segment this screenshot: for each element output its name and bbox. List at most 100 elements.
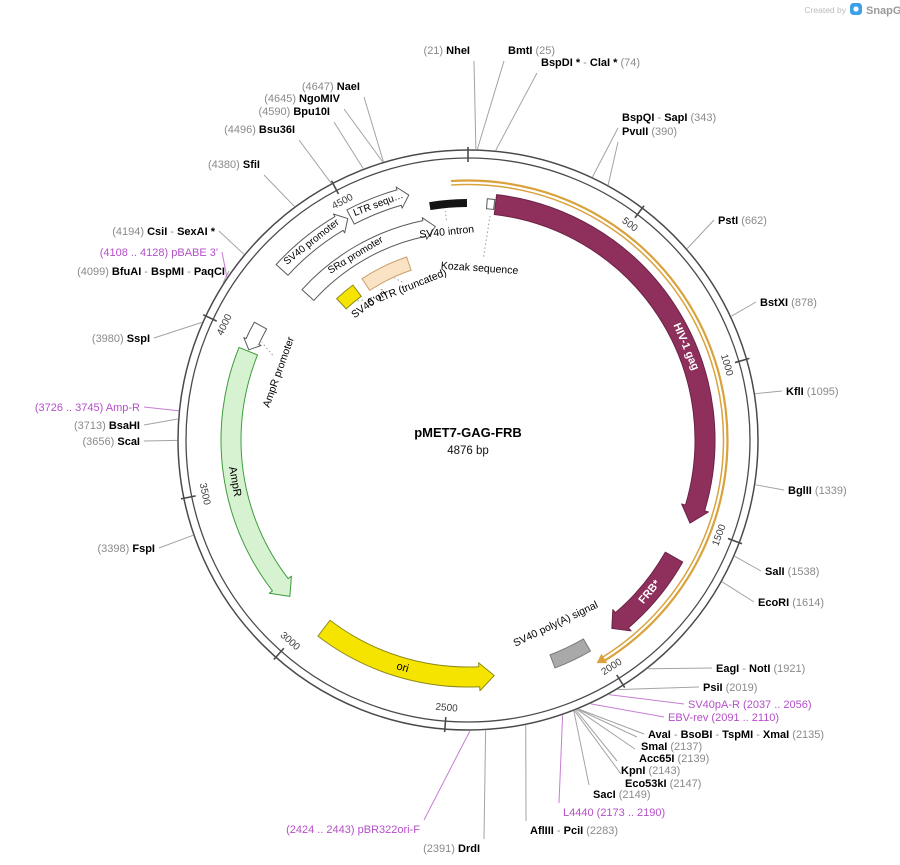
site-label-ecori[interactable]: EcoRI (1614) bbox=[758, 597, 824, 609]
feature-label-kozak-sequence[interactable]: Kozak sequence bbox=[440, 260, 518, 277]
site-label-csii-sexai[interactable]: (4194) CsiI - SexAI * bbox=[112, 226, 215, 238]
site-label-sfii[interactable]: (4380) SfiI bbox=[208, 159, 260, 171]
site-label-sali[interactable]: SalI (1538) bbox=[765, 566, 819, 578]
site-label-bmti[interactable]: BmtI (25) bbox=[508, 45, 555, 57]
feature-transcript-line-outer[interactable] bbox=[450, 179, 729, 662]
site-label-bsu36i[interactable]: (4496) Bsu36I bbox=[224, 124, 295, 136]
feature-transcript-arrowhead[interactable] bbox=[596, 653, 608, 664]
site-leader-acc65i bbox=[577, 709, 636, 750]
feature-label-sv40-promoter[interactable]: SV40 promoter bbox=[282, 217, 342, 268]
feature-ltr-sequence[interactable] bbox=[346, 186, 410, 225]
tick-2500 bbox=[443, 717, 447, 733]
site-label-pvuii[interactable]: PvuII (390) bbox=[622, 126, 677, 138]
site-leader-sv40pa-r bbox=[608, 694, 685, 705]
site-leader-bsahi bbox=[143, 418, 178, 426]
plasmid-ring-outer bbox=[177, 149, 759, 731]
site-label-afliii-pcii[interactable]: AflIII - PciI (2283) bbox=[530, 825, 618, 837]
tick-4500 bbox=[330, 180, 340, 195]
feature-frb[interactable] bbox=[611, 551, 684, 632]
site-leader-eco53ki bbox=[574, 710, 622, 775]
site-leader-csii-sexai bbox=[218, 230, 245, 255]
feature-5-ltr-truncated[interactable] bbox=[361, 256, 412, 292]
feature-ampr[interactable] bbox=[220, 346, 292, 597]
site-label-pbr322ori-f[interactable]: (2424 .. 2443) pBR322ori-F bbox=[286, 824, 420, 836]
plasmid-name: pMET7-GAG-FRB bbox=[414, 425, 522, 440]
feature-label-ori[interactable]: ori bbox=[395, 660, 410, 675]
site-label-bspdi-clai[interactable]: BspDI * - ClaI * (74) bbox=[541, 57, 640, 69]
site-label-bfuai-bspmi-paqci[interactable]: (4099) BfuAI - BspMI - PaqCI bbox=[77, 266, 225, 278]
site-label-saci[interactable]: SacI (2149) bbox=[593, 789, 651, 801]
site-label-l4440[interactable]: L4440 (2173 .. 2190) bbox=[563, 807, 665, 819]
site-label-acc65i[interactable]: Acc65I (2139) bbox=[639, 753, 709, 765]
feature-ampr-promoter[interactable] bbox=[243, 321, 268, 351]
site-leader-kfli bbox=[755, 390, 783, 395]
site-label-drdi[interactable]: (2391) DrdI bbox=[423, 843, 480, 855]
site-label-kfli[interactable]: KflI (1095) bbox=[786, 386, 839, 398]
site-label-sv40pa-r[interactable]: SV40pA-R (2037 .. 2056) bbox=[688, 699, 812, 711]
site-leader-bmti bbox=[476, 60, 505, 150]
site-label-bspqi-sapi[interactable]: BspQI - SapI (343) bbox=[622, 112, 716, 124]
site-label-smai[interactable]: SmaI (2137) bbox=[641, 741, 702, 753]
watermark-created-by: Created by bbox=[804, 5, 846, 15]
watermark-brand: SnapGene bbox=[866, 5, 900, 17]
site-leader-smai bbox=[577, 708, 638, 738]
tick-1500 bbox=[727, 537, 743, 545]
site-label-ebv-rev[interactable]: EBV-rev (2091 .. 2110) bbox=[668, 712, 779, 724]
site-label-sspi[interactable]: (3980) SspI bbox=[92, 333, 150, 345]
site-leader-sfii bbox=[263, 174, 295, 207]
feature-hiv-1-gag[interactable] bbox=[493, 194, 716, 524]
plasmid-length: 4876 bp bbox=[447, 445, 489, 457]
site-leader-bpu10i bbox=[333, 121, 364, 169]
feature-sv40-intron[interactable] bbox=[429, 198, 468, 211]
site-leader-kpni bbox=[575, 709, 618, 762]
feature-sv40-poly-a-signal[interactable] bbox=[549, 638, 592, 669]
site-leader-psti bbox=[686, 219, 715, 249]
site-leader-ebv-rev bbox=[590, 703, 665, 718]
site-leader-eagi-noti bbox=[647, 667, 713, 670]
site-label-bsahi[interactable]: (3713) BsaHI bbox=[74, 420, 140, 432]
site-label-kpni[interactable]: KpnI (2143) bbox=[621, 765, 680, 777]
site-label-psti[interactable]: PstI (662) bbox=[718, 215, 767, 227]
feature-sv40-promoter[interactable] bbox=[275, 213, 349, 276]
site-leader-pbr322ori-f bbox=[423, 730, 471, 821]
site-label-eagi-noti[interactable]: EagI - NotI (1921) bbox=[716, 663, 805, 675]
tick-label-4000: 4000 bbox=[215, 312, 235, 337]
site-label-bstxi[interactable]: BstXI (878) bbox=[760, 297, 817, 309]
site-leader-avai-bsobi-tspmi-xmai bbox=[578, 708, 645, 735]
site-leader-pvuii bbox=[607, 141, 619, 186]
site-label-ngomiv[interactable]: (4645) NgoMIV bbox=[264, 93, 340, 105]
site-label-scai[interactable]: (3656) ScaI bbox=[83, 436, 141, 448]
site-label-fspi[interactable]: (3398) FspI bbox=[98, 543, 155, 555]
site-label-eco53ki[interactable]: Eco53kI (2147) bbox=[625, 778, 701, 790]
site-label-naei[interactable]: (4647) NaeI bbox=[302, 81, 360, 93]
site-label-pbabe-3[interactable]: (4108 .. 4128) pBABE 3' bbox=[100, 247, 218, 259]
feature-label-ampr[interactable]: AmpR bbox=[226, 466, 243, 498]
site-leader-bspqi-sapi bbox=[592, 127, 619, 178]
site-leader-ngomiv bbox=[343, 108, 384, 163]
site-leader-psii bbox=[617, 686, 700, 691]
site-label-amp-r[interactable]: (3726 .. 3745) Amp-R bbox=[35, 402, 140, 414]
feature-sr-promoter[interactable] bbox=[301, 217, 436, 301]
site-label-bglii[interactable]: BglII (1339) bbox=[788, 485, 847, 497]
label-leader-sv40-ori bbox=[356, 299, 364, 302]
feature-label-sv40-intron[interactable]: SV40 intron bbox=[419, 223, 475, 241]
feature-ori[interactable] bbox=[317, 619, 495, 692]
tick-label-2500: 2500 bbox=[435, 702, 458, 715]
tick-500 bbox=[634, 205, 645, 219]
site-leader-fspi bbox=[158, 534, 194, 549]
site-leader-saci bbox=[573, 710, 590, 786]
feature-label-sv40-poly-a-signal[interactable]: SV40 poly(A) signal bbox=[512, 599, 600, 649]
site-label-avai-bsobi-tspmi-xmai[interactable]: AvaI - BsoBI - TspMI - XmaI (2135) bbox=[648, 729, 824, 741]
site-leader-amp-r bbox=[143, 406, 179, 412]
feature-transcript-line-inner[interactable] bbox=[451, 183, 725, 658]
feature-label-ampr-promoter[interactable]: AmpR promoter bbox=[261, 335, 297, 409]
site-label-bpu10i[interactable]: (4590) Bpu10I bbox=[258, 106, 330, 118]
site-label-nhei[interactable]: (21) NheI bbox=[424, 45, 470, 57]
tick-4000 bbox=[202, 313, 218, 322]
site-leader-scai bbox=[143, 439, 178, 442]
site-label-psii[interactable]: PsiI (2019) bbox=[703, 682, 757, 694]
feature-kozak-sequence[interactable] bbox=[485, 198, 496, 210]
feature-sv40-ori[interactable] bbox=[335, 284, 362, 310]
site-leader-l4440 bbox=[558, 715, 564, 804]
tick-label-1000: 1000 bbox=[718, 353, 735, 378]
